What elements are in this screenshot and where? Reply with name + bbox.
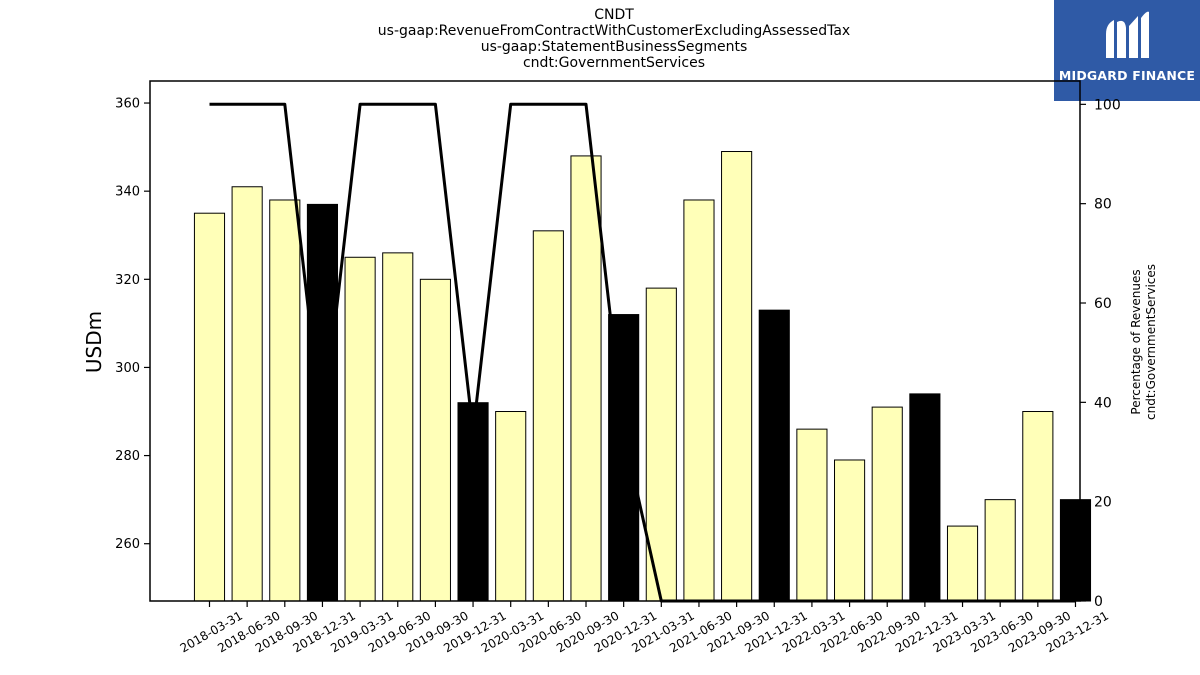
- bar: [871, 406, 903, 602]
- left-y-axis: 260 280 300 320 340 360: [115, 97, 150, 552]
- bar: [796, 428, 828, 602]
- y-axis-label: USDm: [82, 311, 106, 373]
- y-tick-label: 360: [115, 97, 140, 112]
- bar: [721, 151, 753, 602]
- bar: [193, 212, 226, 602]
- percentage-line-group: [209, 102, 1076, 603]
- bar: [683, 199, 715, 602]
- y2-tick-label: 100: [1094, 97, 1121, 113]
- chart-title-line: cndt:GovernmentServices: [522, 55, 705, 71]
- bar: [457, 402, 489, 602]
- y-tick-label: 340: [115, 185, 140, 200]
- bar: [306, 203, 339, 602]
- bar: [269, 199, 301, 602]
- bar: [1022, 411, 1054, 602]
- y2-tick-label: 20: [1094, 495, 1112, 511]
- y-tick-label: 260: [115, 537, 140, 552]
- y2-tick-label: 60: [1094, 296, 1112, 312]
- bar: [231, 186, 263, 602]
- chart-title-line: us-gaap:RevenueFromContractWithCustomerE…: [377, 23, 851, 39]
- bar-group: [193, 151, 1092, 602]
- plot-frame: [149, 80, 1081, 602]
- right-y-axis: 0 20 40 60 80 100: [1080, 97, 1121, 610]
- logo-mark-icon: [1106, 11, 1149, 59]
- y2-tick-label: 80: [1094, 197, 1112, 213]
- bar: [344, 256, 376, 602]
- y2-tick-label: 40: [1094, 395, 1112, 411]
- bar: [834, 459, 866, 602]
- y-tick-label: 320: [115, 273, 140, 288]
- bar: [645, 287, 677, 602]
- bar: [758, 309, 790, 602]
- bar: [419, 278, 451, 602]
- percentage-line: [209, 102, 1076, 603]
- bar: [608, 314, 640, 602]
- y2-axis-label-line: cndt:GovernmentServices: [1144, 264, 1158, 420]
- chart-title-line: CNDT: [594, 7, 634, 23]
- bar: [495, 411, 527, 602]
- bar: [570, 155, 602, 602]
- y-tick-label: 300: [115, 361, 140, 376]
- bar: [1059, 499, 1092, 602]
- bar: [984, 499, 1016, 602]
- bar: [909, 393, 941, 602]
- y-tick-label: 280: [115, 449, 140, 464]
- x-axis: 2018-03-312018-06-302018-09-302018-12-31…: [178, 601, 1111, 655]
- bar: [382, 252, 414, 602]
- logo-text: MIDGARD FINANCE: [1058, 68, 1196, 83]
- y2-tick-label: 0: [1094, 594, 1103, 610]
- bar: [532, 230, 564, 602]
- bar: [946, 525, 979, 602]
- chart-title-line: us-gaap:StatementBusinessSegments: [480, 39, 748, 55]
- y2-axis-label-line: Percentage of Revenues: [1129, 269, 1143, 414]
- brand-logo: MIDGARD FINANCE: [1054, 0, 1200, 101]
